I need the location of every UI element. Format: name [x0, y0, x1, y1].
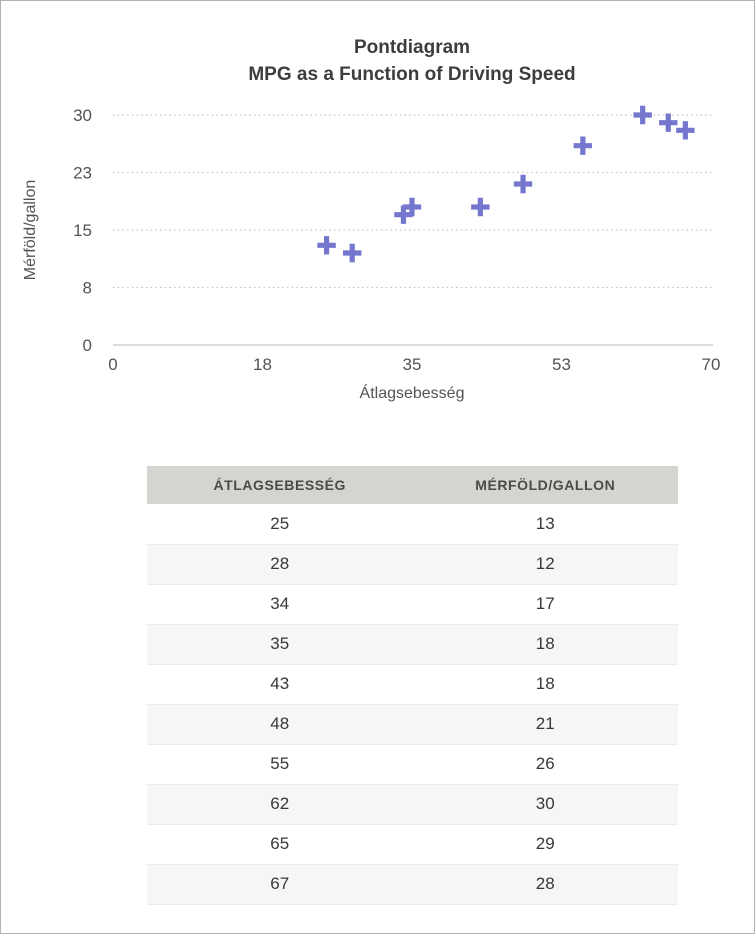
table-row: 55 26 [147, 744, 678, 785]
y-axis-title: Mérföld/gallon [22, 179, 39, 281]
cell-speed[interactable]: 62 [147, 784, 413, 825]
scatter-point[interactable] [402, 197, 422, 217]
scatter-point[interactable] [513, 174, 533, 194]
cell-speed[interactable]: 35 [147, 624, 413, 665]
cell-speed[interactable]: 28 [147, 544, 413, 585]
y-tick-label: 0 [83, 336, 92, 355]
x-tick-label: 53 [552, 355, 571, 374]
scatter-point[interactable] [343, 243, 362, 263]
x-tick-label: 35 [403, 355, 422, 374]
y-tick-label: 23 [73, 164, 92, 183]
chart-title-line1: Pontdiagram [353, 37, 471, 58]
table-row: 35 18 [147, 624, 678, 665]
y-tick-label: 8 [83, 279, 92, 298]
y-tick-label: 30 [73, 106, 92, 125]
scatter-point[interactable] [573, 136, 593, 155]
cell-mpg[interactable]: 18 [412, 624, 678, 665]
cell-speed[interactable]: 67 [147, 864, 413, 905]
scatter-point[interactable] [676, 121, 695, 140]
table-row: 34 17 [147, 584, 678, 625]
cell-mpg[interactable]: 30 [412, 784, 678, 825]
table-row: 25 13 [147, 504, 678, 545]
cell-speed[interactable]: 48 [147, 704, 413, 745]
cell-mpg[interactable]: 18 [412, 664, 678, 705]
x-tick-label: 18 [253, 355, 272, 374]
cell-mpg[interactable]: 21 [412, 704, 678, 745]
chart-title-line2: MPG as a Function of Driving Speed [248, 64, 576, 85]
scatter-point[interactable] [659, 113, 678, 132]
scatter-point[interactable] [394, 205, 413, 224]
scatter-point[interactable] [633, 105, 652, 125]
cell-mpg[interactable]: 29 [412, 824, 678, 865]
table-header-row: ÁTLAGSEBESSÉG MÉRFÖLD/GALLON [147, 466, 678, 504]
table-row: 65 29 [147, 824, 678, 865]
data-table[interactable]: ÁTLAGSEBESSÉG MÉRFÖLD/GALLON 25 13 28 12 34 1… [147, 466, 678, 905]
cell-mpg[interactable]: 26 [412, 744, 678, 785]
cell-mpg[interactable]: 17 [412, 584, 678, 625]
column-header-speed: ÁTLAGSEBESSÉG [147, 466, 413, 504]
chart-plot-area[interactable]: 0 8 15 23 30 0 18 35 53 70 [1, 1, 755, 421]
cell-speed[interactable]: 55 [147, 744, 413, 785]
table-row: 62 30 [147, 784, 678, 825]
cell-speed[interactable]: 25 [147, 504, 413, 545]
table-row: 43 18 [147, 664, 678, 705]
cell-speed[interactable]: 65 [147, 824, 413, 865]
x-tick-label: 0 [108, 355, 117, 374]
x-axis-title: Átlagsebesség [359, 385, 465, 402]
chart-title: Pontdiagram MPG as a Function of Driving… [113, 34, 711, 88]
x-tick-label: 70 [702, 355, 721, 374]
table-row: 28 12 [147, 544, 678, 585]
cell-speed[interactable]: 34 [147, 584, 413, 625]
cell-mpg[interactable]: 13 [412, 504, 678, 545]
table-row: 67 28 [147, 864, 678, 905]
column-header-mpg: MÉRFÖLD/GALLON [412, 466, 678, 504]
scatter-point[interactable] [317, 236, 336, 255]
cell-mpg[interactable]: 28 [412, 864, 678, 905]
y-tick-label: 15 [73, 221, 92, 240]
table-row: 48 21 [147, 704, 678, 745]
scatter-point[interactable] [471, 197, 490, 217]
cell-mpg[interactable]: 12 [412, 544, 678, 585]
cell-speed[interactable]: 43 [147, 664, 413, 705]
